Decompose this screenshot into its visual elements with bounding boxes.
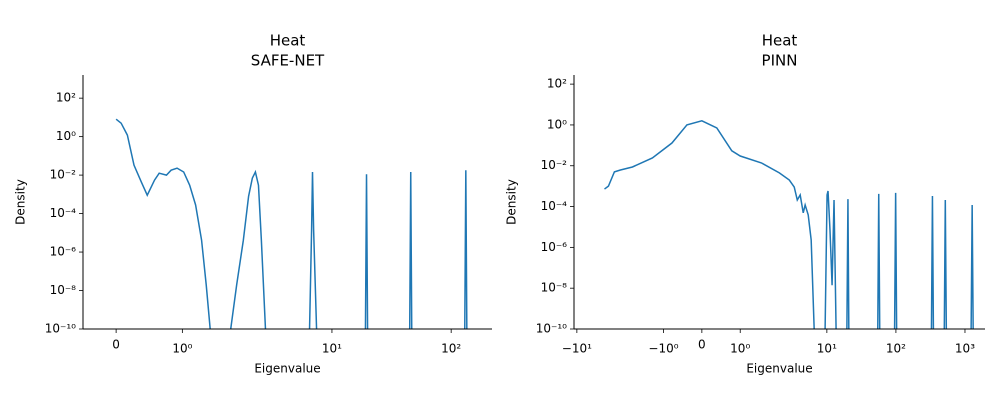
x-tick-label: 10⁰ xyxy=(172,342,192,356)
density-line xyxy=(604,119,974,330)
chart-title: Heat xyxy=(270,32,306,50)
chart-title: Heat xyxy=(762,32,798,50)
x-tick-label: 10¹ xyxy=(322,342,342,356)
y-tick-label: 10⁻² xyxy=(50,168,77,182)
x-axis-label: Eigenvalue xyxy=(746,362,812,376)
y-tick-label: 10⁻¹⁰ xyxy=(536,322,567,336)
x-tick-label: 10⁰ xyxy=(730,342,750,356)
y-tick-label: 10⁻⁸ xyxy=(50,283,77,297)
y-axis-label: Density xyxy=(14,179,28,225)
x-tick-label: 10³ xyxy=(955,342,975,356)
x-axis-label: Eigenvalue xyxy=(254,362,320,376)
y-tick-label: 10⁻⁶ xyxy=(541,240,568,254)
x-tick-label: 10² xyxy=(441,342,461,356)
y-tick-label: 10² xyxy=(56,91,76,105)
x-tick-label: 0 xyxy=(698,338,706,352)
x-tick-label: 10¹ xyxy=(817,342,837,356)
y-tick-label: 10⁻⁸ xyxy=(541,281,568,295)
y-tick-label: 10² xyxy=(547,77,567,91)
y-tick-label: 10⁻² xyxy=(541,158,568,172)
density-line xyxy=(115,118,468,330)
y-axis-label: Density xyxy=(505,179,519,225)
chart-subtitle: PINN xyxy=(762,52,798,70)
x-tick-label: 10² xyxy=(886,342,906,356)
y-tick-label: 10⁻⁴ xyxy=(50,206,77,220)
y-tick-label: 10⁰ xyxy=(56,129,76,143)
x-tick-label: 0 xyxy=(112,338,120,352)
chart-subtitle: SAFE-NET xyxy=(251,52,325,70)
y-tick-label: 10⁻⁶ xyxy=(50,245,77,259)
y-tick-label: 10⁰ xyxy=(547,117,567,131)
x-tick-label: −10¹ xyxy=(562,342,592,356)
y-tick-label: 10⁻¹⁰ xyxy=(45,322,76,336)
x-tick-label: −10⁰ xyxy=(648,342,678,356)
y-tick-label: 10⁻⁴ xyxy=(541,199,568,213)
